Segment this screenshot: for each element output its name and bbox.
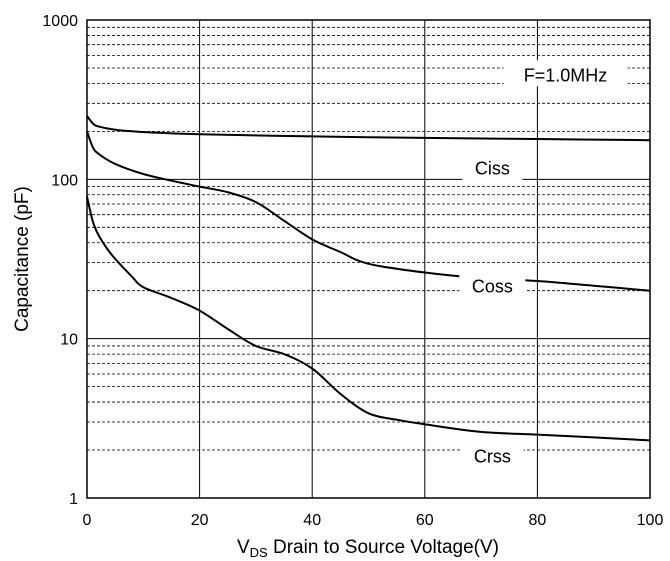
series-line-crss [86,196,651,442]
series-line-ciss [86,115,651,142]
curve-group [86,115,651,442]
x-axis-label: VDS Drain to Source Voltage(V) [237,537,499,560]
series-label-coss: Coss [472,276,513,296]
x-tick-label: 80 [529,512,547,529]
tick-labels: 0 20 40 60 80 100 1 10 100 1000 [42,13,663,529]
series-label-bg [462,154,523,181]
series-label-bg [461,442,524,469]
x-tick-label: 0 [83,512,92,529]
frequency-note: F=1.0MHz [524,65,608,85]
y-tick-label: 1000 [42,13,78,30]
series-label-ciss: Ciss [475,159,510,179]
series-label-bg [459,272,526,299]
frequency-note-bg [503,60,628,87]
series-label-crss: Crss [474,446,511,466]
y-tick-label: 10 [60,332,78,349]
x-tick-label: 100 [637,512,664,529]
x-tick-label: 60 [416,512,434,529]
plot-frame [86,19,651,499]
x-tick-label: 20 [191,512,209,529]
y-axis-label: Capacitance (pF) [12,186,33,332]
x-tick-label: 40 [303,512,321,529]
y-tick-label: 100 [51,172,78,189]
series-line-coss [86,131,651,292]
annotations: Ciss Coss Crss F=1.0MHz [459,60,628,469]
grid-lines [87,20,650,498]
y-tick-label: 1 [69,491,78,508]
